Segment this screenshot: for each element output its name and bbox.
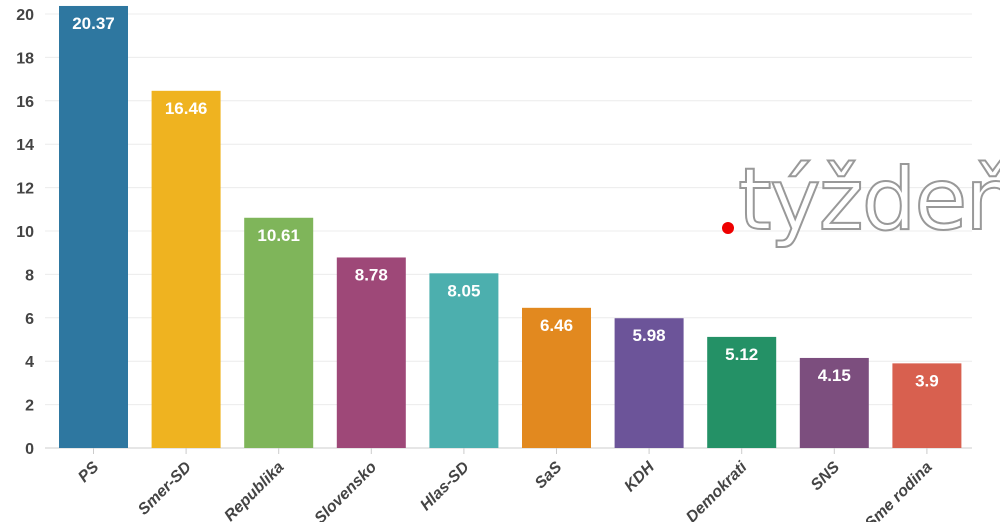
value-label: 8.05 <box>447 281 480 300</box>
bar <box>336 257 406 448</box>
value-label: 4.15 <box>818 366 851 385</box>
y-tick-label: 10 <box>16 224 34 241</box>
bar <box>59 5 128 448</box>
y-tick-label: 20 <box>16 7 34 24</box>
value-label: 10.61 <box>257 226 300 245</box>
value-label: 5.98 <box>633 326 666 345</box>
x-tick-label: KDH <box>621 458 658 495</box>
bar <box>892 363 962 448</box>
x-tick-label: Sme rodina <box>862 459 936 522</box>
y-tick-label: 0 <box>25 441 34 458</box>
y-tick-label: 4 <box>25 354 34 371</box>
bar <box>799 357 869 448</box>
value-label: 16.46 <box>165 99 208 118</box>
x-tick-label: Slovensko <box>312 459 381 522</box>
x-tick-label: PS <box>75 459 102 486</box>
bar <box>707 336 777 448</box>
y-tick-label: 18 <box>16 50 34 67</box>
x-tick-label: SNS <box>808 459 844 495</box>
watermark-dot <box>722 222 734 234</box>
x-tick-label: Smer-SD <box>135 458 195 518</box>
value-label: 5.12 <box>725 345 758 364</box>
value-label: 6.46 <box>540 316 573 335</box>
bar <box>522 307 591 448</box>
y-tick-label: 6 <box>25 311 34 328</box>
bar <box>244 217 314 448</box>
bar <box>614 318 684 448</box>
y-tick-label: 14 <box>16 137 34 154</box>
y-tick-label: 12 <box>16 181 34 198</box>
x-tick-label: SaS <box>532 459 566 493</box>
x-tick-label: Republika <box>221 459 287 522</box>
y-tick-label: 8 <box>25 267 34 284</box>
value-label: 20.37 <box>72 14 115 33</box>
x-tick-label: Hlas-SD <box>417 458 473 514</box>
y-tick-label: 16 <box>16 94 34 111</box>
x-tick-label: Demokrati <box>683 458 751 522</box>
watermark-logo: týždeň <box>737 149 1000 251</box>
bar <box>151 90 221 449</box>
y-tick-label: 2 <box>25 398 34 415</box>
value-label: 8.78 <box>355 265 388 284</box>
value-label: 3.9 <box>915 371 939 390</box>
bar <box>429 273 499 448</box>
